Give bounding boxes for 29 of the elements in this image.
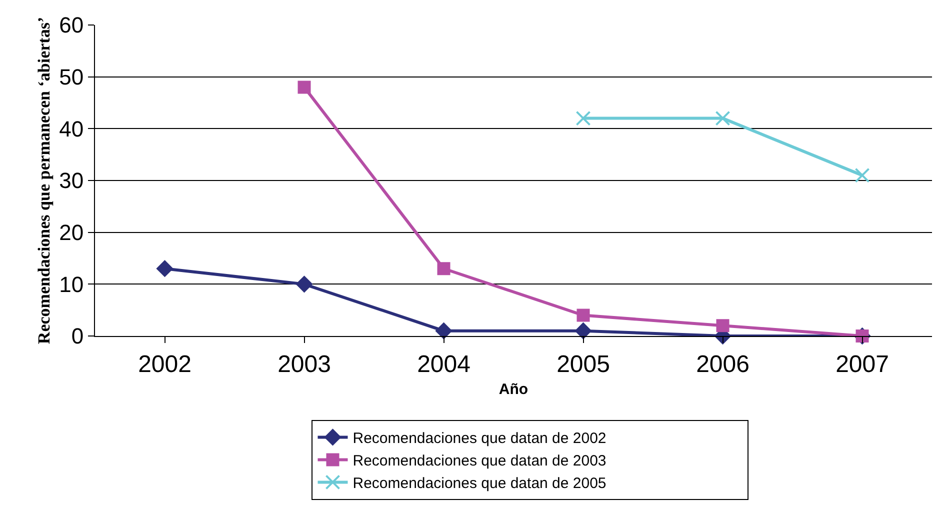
- point: [716, 319, 730, 332]
- point: [854, 168, 870, 183]
- x-axis-title: Año: [498, 380, 528, 398]
- y-tick-label: 0: [71, 324, 84, 349]
- point: [437, 262, 450, 276]
- y-tick-label: 10: [59, 272, 84, 297]
- legend-label: Recomendaciones que datan de 2005: [352, 475, 606, 492]
- y-tick-label: 50: [59, 64, 84, 90]
- point: [575, 322, 592, 339]
- x-tick-label: 2003: [278, 350, 331, 378]
- legend-label: Recomendaciones que datan de 2002: [352, 430, 606, 448]
- point: [296, 276, 312, 292]
- point: [436, 322, 452, 339]
- x-tick-label: 2005: [556, 350, 610, 378]
- y-axis-title: Recomendaciones que permanecen ‘abiertas’: [34, 16, 54, 344]
- y-tick-label: 40: [59, 116, 84, 142]
- point: [715, 110, 730, 126]
- y-tick-label: 60: [59, 12, 84, 38]
- x-tick-label: 2002: [138, 350, 192, 378]
- point: [576, 308, 590, 322]
- point: [298, 80, 311, 94]
- x-tick-label: 2004: [417, 350, 470, 378]
- point: [156, 260, 173, 277]
- x-tick-label: 2007: [836, 350, 889, 378]
- y-tick-label: 20: [59, 220, 84, 246]
- y-tick-label: 30: [59, 168, 84, 194]
- point: [576, 110, 591, 126]
- x-tick-label: 2006: [696, 350, 750, 378]
- legend-label: Recomendaciones que datan de 2003: [352, 452, 606, 470]
